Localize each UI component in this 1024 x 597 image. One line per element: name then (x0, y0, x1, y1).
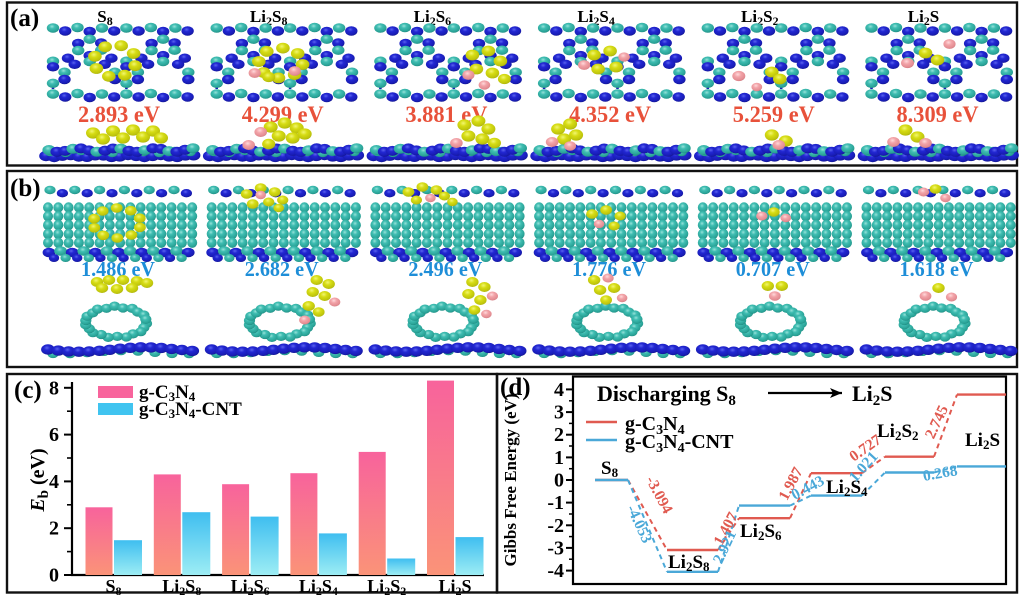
svg-text:(a): (a) (10, 5, 39, 32)
svg-text:Li2S6: Li2S6 (231, 576, 270, 597)
svg-text:(d): (d) (500, 374, 531, 401)
svg-text:0.268: 0.268 (922, 462, 960, 485)
svg-text:(c): (c) (14, 377, 42, 404)
svg-text:-4: -4 (547, 560, 564, 582)
svg-text:g-C3N4-CNT: g-C3N4-CNT (625, 431, 734, 456)
svg-text:Li2S2: Li2S2 (741, 7, 779, 28)
svg-text:8.309 eV: 8.309 eV (897, 102, 979, 127)
svg-text:2.682 eV: 2.682 eV (245, 257, 319, 281)
svg-text:Li2S6: Li2S6 (740, 521, 782, 543)
svg-text:Li2S4: Li2S4 (826, 477, 868, 499)
svg-text:1.618 eV: 1.618 eV (900, 257, 974, 281)
svg-text:-3: -3 (547, 537, 564, 559)
svg-text:8: 8 (49, 377, 59, 399)
svg-text:Li2S: Li2S (438, 576, 471, 597)
svg-text:3: 3 (554, 402, 564, 424)
svg-text:Li2S: Li2S (852, 381, 893, 409)
svg-text:2.496 eV: 2.496 eV (408, 257, 482, 281)
svg-text:g-C3N4: g-C3N4 (625, 413, 685, 438)
svg-text:2.893 eV: 2.893 eV (78, 102, 160, 127)
svg-text:5.259 eV: 5.259 eV (733, 102, 815, 127)
svg-text:Eb (eV): Eb (eV) (27, 448, 52, 512)
svg-text:g-C3N4: g-C3N4 (139, 382, 196, 404)
svg-text:Li2S8: Li2S8 (250, 7, 288, 28)
svg-text:Li2S4: Li2S4 (299, 576, 338, 597)
svg-text:4: 4 (49, 471, 59, 493)
svg-text:Li2S: Li2S (965, 430, 1000, 452)
svg-text:Li2S6: Li2S6 (414, 7, 452, 28)
svg-text:Li2S: Li2S (908, 7, 940, 28)
svg-text:Li2S8: Li2S8 (162, 576, 201, 597)
svg-text:2: 2 (49, 518, 59, 540)
svg-text:Li2S4: Li2S4 (577, 7, 615, 28)
svg-text:(b): (b) (10, 175, 41, 202)
svg-text:S8: S8 (97, 7, 112, 28)
svg-text:1: 1 (554, 447, 564, 469)
svg-text:Gibbs Free Energy (eV): Gibbs Free Energy (eV) (501, 394, 520, 567)
svg-text:Discharging S8: Discharging S8 (597, 381, 736, 409)
svg-text:1.486 eV: 1.486 eV (81, 257, 155, 281)
svg-text:Li2S8: Li2S8 (668, 552, 710, 574)
svg-text:0: 0 (554, 470, 564, 492)
svg-text:S8: S8 (601, 458, 619, 480)
svg-text:6: 6 (49, 424, 59, 446)
svg-text:S8: S8 (105, 576, 121, 597)
svg-text:Li2S2: Li2S2 (367, 576, 406, 597)
svg-text:0.707 eV: 0.707 eV (736, 257, 810, 281)
svg-text:g-C3N4-CNT: g-C3N4-CNT (139, 399, 242, 421)
svg-text:4: 4 (554, 379, 564, 401)
svg-text:4.352 eV: 4.352 eV (569, 102, 651, 127)
svg-text:-2: -2 (547, 515, 564, 537)
svg-text:-1: -1 (547, 492, 564, 514)
svg-text:0: 0 (49, 565, 59, 587)
svg-text:Li2S2: Li2S2 (877, 421, 919, 443)
svg-text:2: 2 (554, 424, 564, 446)
